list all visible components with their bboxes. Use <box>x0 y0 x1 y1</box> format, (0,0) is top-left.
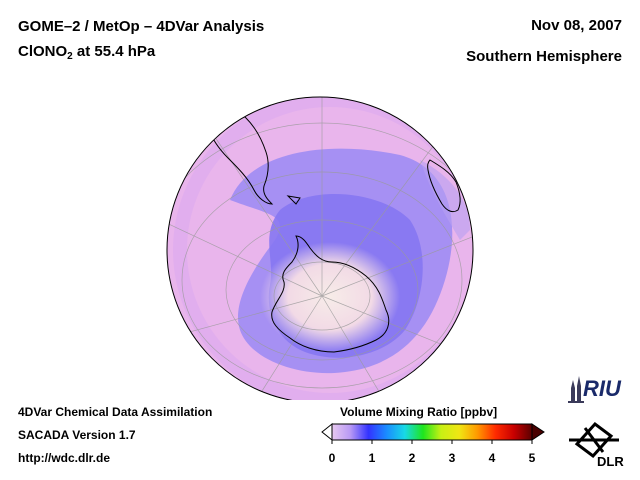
globe-map <box>166 96 474 400</box>
coastline-antarctica <box>271 235 390 353</box>
colorbar-tick-marks <box>331 440 533 444</box>
colorbar <box>321 422 545 444</box>
analysis-date: Nov 08, 2007 <box>531 17 622 34</box>
colorbar-tick-label: 4 <box>488 451 496 465</box>
colorbar-over-arrow <box>531 423 545 441</box>
hemisphere-label: Southern Hemisphere <box>466 48 622 65</box>
colorbar-title: Volume Mixing Ratio [ppbv] <box>340 405 498 419</box>
map-title: GOME–2 / MetOp – 4DVar Analysis <box>18 18 265 35</box>
coastline-africa <box>427 159 461 213</box>
riu-logo-text: RIU <box>583 376 622 401</box>
coastlines <box>204 97 461 353</box>
colorbar-gradient <box>331 423 533 441</box>
dlr-logo: DLR <box>569 421 624 468</box>
riu-church-icon <box>571 376 581 402</box>
patch-east <box>420 160 470 240</box>
colorbar-tick-label: 2 <box>408 451 416 465</box>
footer-line-2: SACADA Version 1.7 <box>18 428 136 442</box>
species-name: ClONO <box>18 43 68 60</box>
pressure-level: at 55.4 hPa <box>72 43 156 60</box>
dlr-emblem-icon <box>569 421 619 459</box>
globe-outline <box>166 96 474 400</box>
coastline-island <box>286 195 301 205</box>
footer-url-link[interactable]: http://wdc.dlr.de <box>18 451 110 465</box>
footer-line-1: 4DVar Chemical Data Assimilation <box>18 405 213 419</box>
colorbar-under-arrow <box>321 422 333 442</box>
colorbar-tick-label: 5 <box>528 451 536 465</box>
colorbar-tick-label: 0 <box>328 451 336 465</box>
colorbar-tick-label: 3 <box>448 451 456 465</box>
species-level-label: ClONO2 at 55.4 hPa <box>18 43 155 62</box>
vortex-core <box>260 242 400 352</box>
outer-pink-ring <box>173 97 473 400</box>
species-subscript: 2 <box>67 51 73 62</box>
riu-logo: RIU <box>568 376 622 403</box>
dlr-logo-text: DLR <box>597 454 624 468</box>
colorbar-tick-label: 1 <box>368 451 376 465</box>
